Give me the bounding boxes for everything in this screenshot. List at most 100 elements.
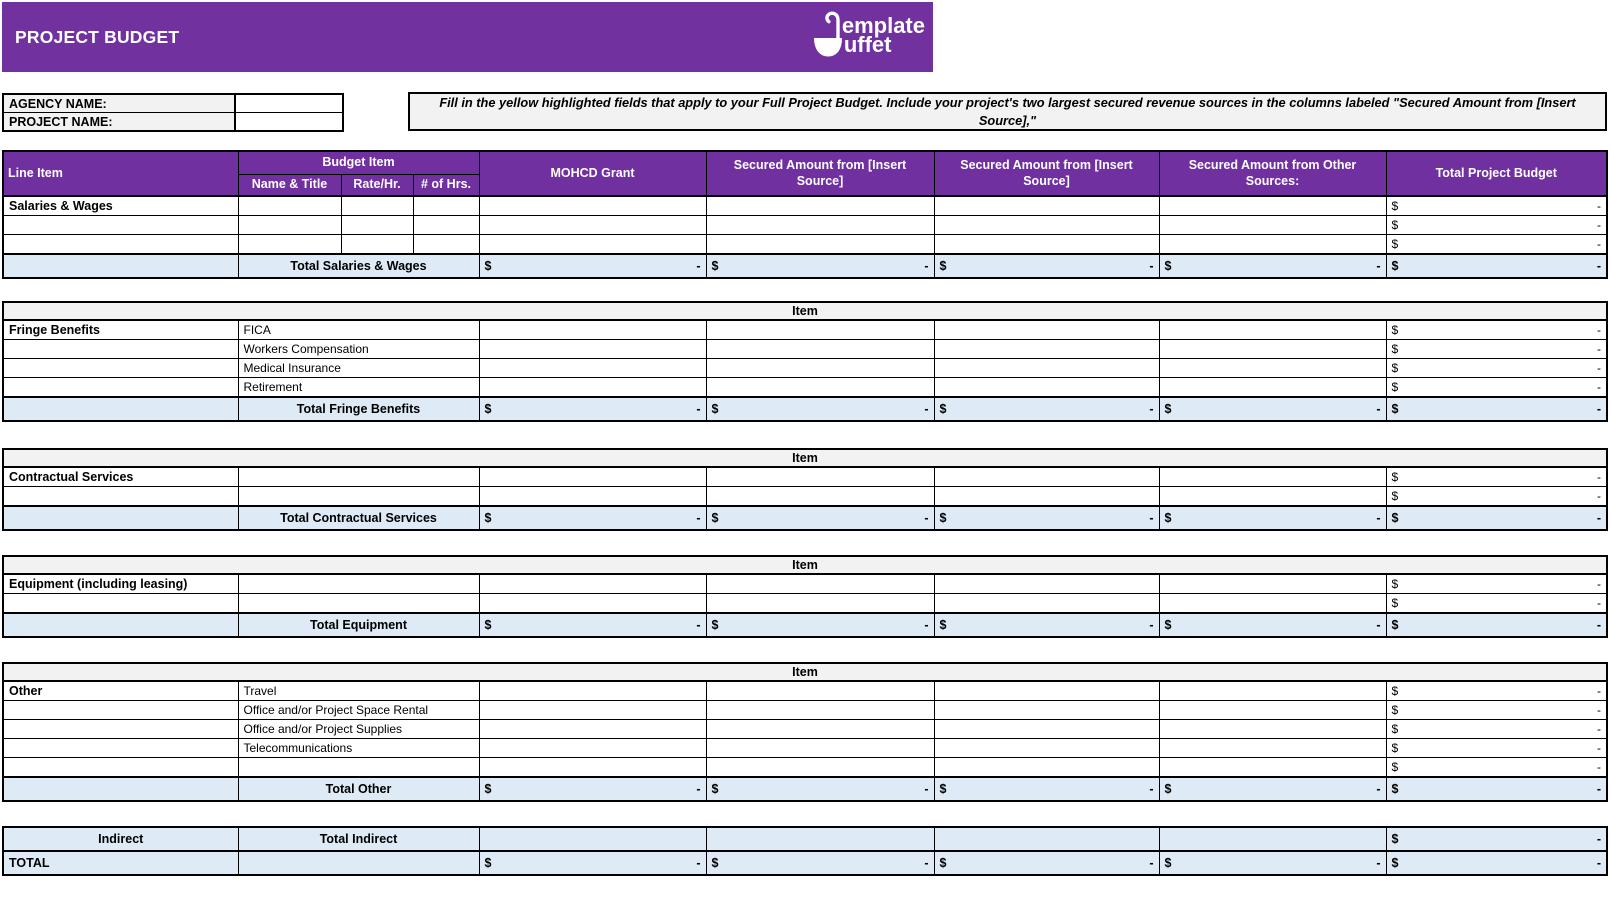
input-cell[interactable] [340,215,414,235]
input-cell[interactable] [705,466,935,487]
input-cell[interactable] [933,319,1160,340]
input-cell[interactable] [933,700,1160,720]
empty-amount: - [1376,511,1381,525]
item-band: Item [2,555,1608,575]
input-cell[interactable] [1158,738,1387,758]
input-cell[interactable] [478,466,707,487]
input-cell[interactable] [478,358,707,378]
input-cell[interactable] [478,573,707,594]
input-cell[interactable] [478,826,707,852]
input-cell[interactable] [705,358,935,378]
input-cell[interactable] [705,680,935,701]
project-name-input[interactable] [234,112,344,132]
input-cell[interactable] [478,377,707,398]
input-cell[interactable] [1158,339,1387,359]
input-cell[interactable] [478,195,707,216]
input-cell[interactable] [340,195,414,216]
input-cell[interactable] [705,738,935,758]
input-cell[interactable] [1158,680,1387,701]
currency-symbol: $ [484,782,492,796]
section-label: Equipment (including leasing) [2,573,239,594]
input-cell[interactable] [478,339,707,359]
input-cell[interactable] [1158,234,1387,255]
input-cell[interactable] [478,700,707,720]
total-amount-cell: $ - [1385,505,1608,531]
agency-info-table: AGENCY NAME: PROJECT NAME: [2,93,344,132]
input-cell[interactable] [705,339,935,359]
input-cell[interactable] [412,234,480,255]
empty-amount: - [1376,782,1381,796]
input-cell[interactable] [478,486,707,507]
input-cell[interactable] [412,215,480,235]
input-cell[interactable] [478,680,707,701]
input-cell[interactable] [478,738,707,758]
input-cell[interactable] [1158,719,1387,739]
input-cell[interactable] [705,593,935,614]
budget-item-cell[interactable] [237,466,480,487]
row-total-cell: $ - [1385,738,1608,758]
currency-symbol: $ [1391,856,1399,870]
input-cell[interactable] [478,593,707,614]
total-row-label: Total Salaries & Wages [237,253,480,279]
input-cell[interactable] [933,738,1160,758]
input-cell[interactable] [705,319,935,340]
currency-symbol: $ [1391,722,1399,736]
input-cell[interactable] [933,719,1160,739]
budget-item-cell[interactable] [237,486,480,507]
budget-item-cell[interactable] [237,593,480,614]
input-cell[interactable] [933,757,1160,778]
input-cell[interactable] [1158,195,1387,216]
input-cell[interactable] [933,358,1160,378]
input-cell[interactable] [1158,757,1387,778]
input-cell[interactable] [237,215,342,235]
input-cell[interactable] [1158,358,1387,378]
input-cell[interactable] [478,719,707,739]
input-cell[interactable] [933,195,1160,216]
input-cell[interactable] [340,234,414,255]
agency-name-input[interactable] [234,93,344,113]
input-cell[interactable] [933,573,1160,594]
input-cell[interactable] [933,593,1160,614]
input-cell[interactable] [478,319,707,340]
input-cell[interactable] [237,234,342,255]
input-cell[interactable] [1158,377,1387,398]
input-cell[interactable] [412,195,480,216]
input-cell[interactable] [1158,466,1387,487]
input-cell[interactable] [705,377,935,398]
input-cell[interactable] [1158,700,1387,720]
budget-item-cell[interactable] [237,757,480,778]
input-cell[interactable] [478,234,707,255]
input-cell[interactable] [1158,573,1387,594]
input-cell[interactable] [705,719,935,739]
input-cell[interactable] [705,195,935,216]
input-cell[interactable] [705,573,935,594]
input-cell[interactable] [478,215,707,235]
input-cell[interactable] [933,377,1160,398]
input-cell[interactable] [933,215,1160,235]
input-cell[interactable] [705,757,935,778]
input-cell[interactable] [1158,319,1387,340]
input-cell[interactable] [933,680,1160,701]
row-total-cell: $ - [1385,319,1608,340]
input-cell[interactable] [1158,593,1387,614]
input-cell[interactable] [933,339,1160,359]
input-cell[interactable] [705,215,935,235]
col-header-secured-2: Secured Amount from [Insert Source] [933,150,1160,197]
input-cell[interactable] [933,486,1160,507]
input-cell[interactable] [1158,486,1387,507]
input-cell[interactable] [705,486,935,507]
input-cell[interactable] [705,700,935,720]
input-cell[interactable] [705,826,935,852]
input-cell[interactable] [705,234,935,255]
input-cell[interactable] [237,195,342,216]
input-cell[interactable] [933,826,1160,852]
col-header-total-project-budget: Total Project Budget [1385,150,1608,197]
input-cell[interactable] [478,757,707,778]
budget-item-cell[interactable] [237,573,480,594]
input-cell[interactable] [1158,826,1387,852]
input-cell[interactable] [933,234,1160,255]
total-row-other: Total Other $ - $ - $ - $ - $ - [2,776,1608,802]
input-cell[interactable] [933,466,1160,487]
input-cell[interactable] [1158,215,1387,235]
instructions-box: Fill in the yellow highlighted fields th… [408,92,1607,131]
